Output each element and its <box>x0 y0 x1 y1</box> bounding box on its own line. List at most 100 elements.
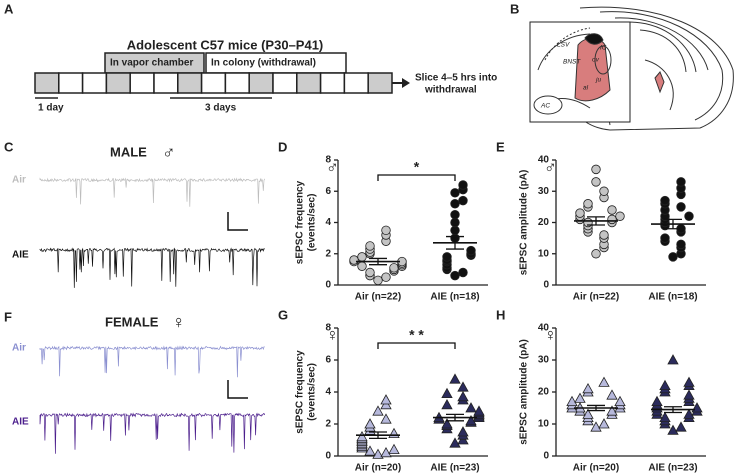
day-cell <box>343 72 369 94</box>
y-tick-label: 6 <box>325 355 331 366</box>
day-cell <box>200 72 227 94</box>
atlas-label: ju <box>595 77 601 84</box>
y-tick-label: 30 <box>538 355 550 366</box>
day-cell <box>129 72 155 94</box>
trace-label: Air <box>12 175 26 186</box>
atlas-label: IC <box>600 45 607 52</box>
trace <box>39 177 266 207</box>
sex-symbol: ♂ <box>544 157 557 176</box>
x-tick-label: Air (n=20) <box>573 463 619 473</box>
panel-letter: D <box>278 139 287 154</box>
data-point <box>457 426 469 437</box>
day-cell <box>296 72 322 94</box>
data-point <box>389 263 399 273</box>
y-tick-label: 0 <box>325 280 331 291</box>
data-point <box>590 421 602 432</box>
trace-label: AIE <box>12 417 29 428</box>
timeline <box>34 72 393 94</box>
arrow-head <box>402 78 410 88</box>
data-point <box>365 241 375 251</box>
data-point <box>675 421 687 432</box>
x-tick-label: Air (n=22) <box>573 292 619 303</box>
day-cell <box>248 72 274 94</box>
data-point <box>441 398 453 410</box>
data-point <box>582 408 594 419</box>
data-point <box>599 230 609 240</box>
panel-letter: A <box>4 1 14 16</box>
slice-label: Slice 4–5 hrs into <box>415 73 497 84</box>
y-axis-label: (events/sec) <box>307 194 318 252</box>
trace <box>39 247 265 288</box>
day-cell <box>177 72 203 94</box>
trace-label: Air <box>12 343 26 354</box>
y-tick-label: 6 <box>325 186 331 197</box>
data-point <box>582 382 594 394</box>
panel-letter: B <box>510 1 519 16</box>
day-cell <box>319 72 346 94</box>
y-tick-label: 8 <box>325 155 331 166</box>
data-point <box>575 208 585 218</box>
significance-bracket <box>377 174 456 181</box>
data-point <box>614 395 626 407</box>
data-point <box>381 225 391 236</box>
trace-label: AIE <box>12 250 29 261</box>
data-point <box>606 389 618 400</box>
data-point <box>651 395 663 407</box>
data-point <box>683 389 695 400</box>
colony-label: In colony (withdrawal) <box>211 58 316 69</box>
atlas-label: BNST <box>563 59 581 66</box>
data-point <box>450 188 460 198</box>
panel-letter: C <box>4 139 14 154</box>
y-axis-label: sEPSC amplitude (pA) <box>519 170 530 276</box>
data-point <box>365 267 375 278</box>
data-point <box>591 249 601 259</box>
sex-symbol: ♀ <box>544 325 557 344</box>
y-axis-label: sEPSC frequency <box>295 180 306 264</box>
data-point <box>615 211 625 221</box>
y-tick-label: 2 <box>325 419 331 430</box>
data-point <box>668 252 678 262</box>
x-tick-label: AIE (n=23) <box>648 463 697 473</box>
data-point <box>583 199 593 209</box>
data-point <box>349 255 359 265</box>
data-point <box>450 199 460 209</box>
data-point <box>450 270 460 281</box>
y-tick-label: 0 <box>543 451 549 462</box>
y-axis-label: sEPSC frequency <box>295 350 306 434</box>
chamber-label: In vapor chamber <box>110 58 193 69</box>
y-axis-label: sEPSC amplitude (pA) <box>519 339 530 445</box>
data-point <box>380 394 392 405</box>
y-tick-label: 20 <box>538 387 550 398</box>
brain-atlas <box>529 6 734 131</box>
data-point <box>372 448 384 459</box>
y-axis-label: (events/sec) <box>307 363 318 421</box>
sex-symbol: ♀ <box>326 325 339 344</box>
x-tick-label: Air (n=22) <box>355 292 401 303</box>
data-point <box>667 354 679 365</box>
data-point <box>357 252 367 262</box>
y-tick-label: 40 <box>538 323 550 334</box>
y-tick-label: 40 <box>538 155 550 166</box>
data-point <box>574 392 586 403</box>
data-point <box>364 418 376 429</box>
data-point <box>566 395 578 407</box>
panel-letter: E <box>496 139 505 154</box>
x-tick-label: AIE (n=18) <box>430 292 479 303</box>
day-cell <box>58 72 84 94</box>
slice-label: withdrawal <box>424 85 477 96</box>
data-point <box>449 373 461 384</box>
data-point <box>449 437 461 448</box>
data-point <box>676 177 686 187</box>
day-label: 1 day <box>38 103 64 114</box>
day-cell <box>272 72 298 94</box>
y-tick-label: 10 <box>538 419 550 430</box>
data-point <box>659 411 671 423</box>
data-point <box>606 405 618 416</box>
panel-letter: G <box>278 307 288 322</box>
significance-label: * * <box>409 327 424 343</box>
data-point <box>684 211 694 221</box>
data-point <box>466 245 476 256</box>
data-point <box>457 390 469 402</box>
data-point <box>373 275 383 286</box>
